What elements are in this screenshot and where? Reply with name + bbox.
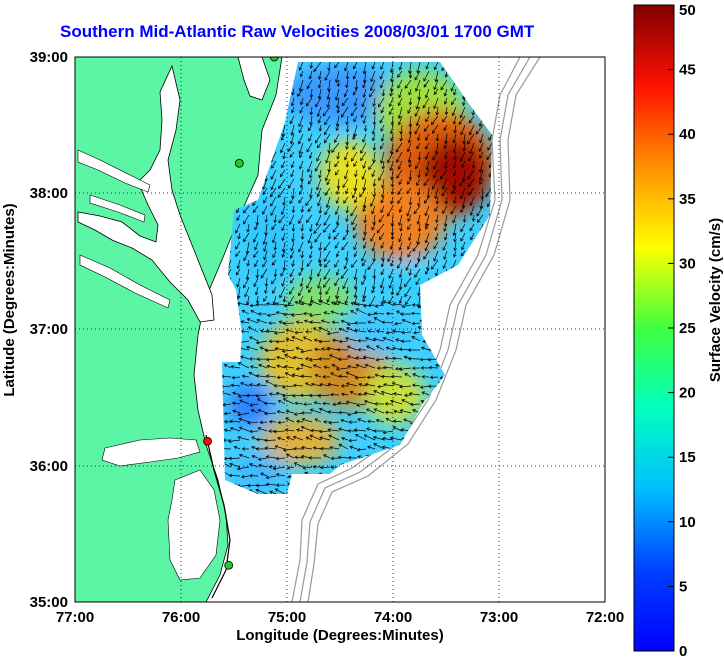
map-title: Southern Mid-Atlantic Raw Velocities 200…: [60, 22, 535, 41]
grid: [75, 57, 605, 602]
colorbar-ticks: 0 5 10 15 20 25 30 35 40 45 50: [668, 2, 696, 659]
x-tick-label: 73:00: [480, 609, 518, 626]
delaware-bay: [237, 57, 271, 101]
rappahannock-river: [89, 194, 146, 223]
x-tick-label: 77:00: [56, 609, 94, 626]
colorbar-tick-label: 20: [679, 385, 696, 402]
colorbar-tick-label: 5: [679, 578, 687, 595]
radar-station-marker: [203, 436, 212, 446]
albemarle-sound: [101, 437, 201, 467]
y-tick-label: 35:00: [30, 594, 68, 611]
radar-station-marker: [234, 158, 244, 168]
land-mass: [75, 57, 283, 602]
colorbar-tick-label: 0: [679, 643, 687, 659]
colorbar-tick-label: 25: [679, 320, 696, 337]
colorbar-tick-label: 40: [679, 126, 696, 143]
barrier-islands: [205, 434, 231, 599]
y-tick-label: 39:00: [30, 49, 68, 66]
y-tick-label: 37:00: [30, 321, 68, 338]
x-tick-label: 74:00: [374, 609, 412, 626]
colorbar-tick-label: 30: [679, 255, 696, 272]
colorbar: [633, 4, 675, 652]
colorbar-tick-label: 50: [679, 2, 696, 19]
y-tick-label: 36:00: [30, 458, 68, 475]
radar-station-marker: [269, 57, 279, 62]
y-axis-title: Latitude (Degrees:Minutes): [1, 203, 18, 396]
x-tick-label: 76:00: [162, 609, 200, 626]
x-tick-labels: 77:00 76:00 75:00 74:00 73:00 72:00: [56, 609, 624, 626]
colorbar-tick-label: 45: [679, 62, 696, 79]
colorbar-label: Surface Velocity (cm/s): [707, 218, 724, 382]
x-axis-title: Longitude (Degrees:Minutes): [236, 627, 444, 644]
colorbar-tick-label: 35: [679, 191, 696, 208]
y-tick-labels: 39:00 38:00 37:00 36:00 35:00: [30, 49, 68, 611]
colorbar-tick-label: 10: [679, 514, 696, 531]
colorbar-tick-label: 15: [679, 449, 696, 466]
x-tick-label: 72:00: [586, 609, 624, 626]
y-tick-label: 38:00: [30, 185, 68, 202]
radar-station-marker: [224, 560, 234, 570]
potomac-river: [77, 149, 151, 193]
x-tick-label: 75:00: [268, 609, 306, 626]
james-river: [79, 254, 171, 309]
